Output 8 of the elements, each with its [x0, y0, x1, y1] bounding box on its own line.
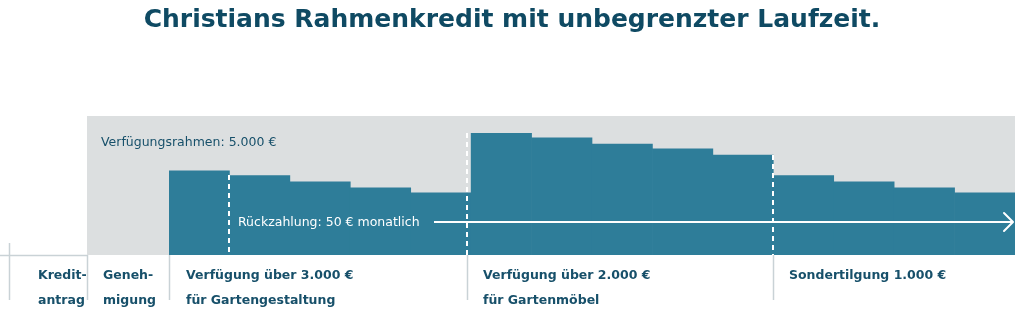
text: Geneh- migung — [103, 266, 157, 309]
annotation: Verfügungsrahmen: 5.000 € — [101, 133, 277, 151]
text: Verfügung über 2.000 € für Gartenmöbel — [483, 266, 651, 309]
annotation: Rückzahlung: 50 € monatlich — [238, 213, 420, 231]
chart-title: Christians Rahmenkredit mit unbegrenzter Laufzeit. — [142, 4, 882, 33]
text: Verfügung über 3.000 € für Gartengestaltung — [186, 266, 354, 309]
text: Kredit- antrag — [38, 266, 87, 309]
text: Sondertilgung 1.000 € — [789, 266, 947, 284]
